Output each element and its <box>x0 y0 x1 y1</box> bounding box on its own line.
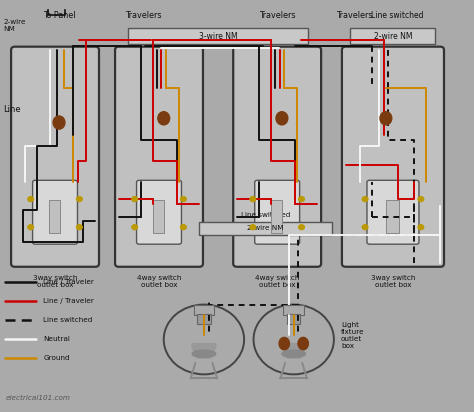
FancyBboxPatch shape <box>367 180 419 244</box>
Circle shape <box>299 225 304 229</box>
Bar <box>197 314 210 324</box>
Circle shape <box>181 225 186 229</box>
Text: Light
fixture
outlet
box: Light fixture outlet box <box>341 322 365 349</box>
Text: 2-wire NM: 2-wire NM <box>374 31 412 40</box>
Circle shape <box>76 197 82 201</box>
Text: Line switched: Line switched <box>241 212 290 218</box>
Ellipse shape <box>158 112 170 125</box>
Text: To Panel: To Panel <box>43 11 75 20</box>
Ellipse shape <box>192 350 216 358</box>
Bar <box>350 28 436 44</box>
Bar <box>386 200 399 233</box>
Circle shape <box>250 225 255 229</box>
Circle shape <box>362 197 368 201</box>
Circle shape <box>254 304 334 375</box>
Ellipse shape <box>380 112 392 125</box>
Circle shape <box>28 225 34 229</box>
Polygon shape <box>192 344 216 358</box>
Text: 2-wire NM: 2-wire NM <box>247 225 283 231</box>
Text: Line: Line <box>3 105 21 114</box>
Bar <box>199 222 331 235</box>
Bar <box>287 314 301 324</box>
FancyBboxPatch shape <box>137 180 182 244</box>
Text: Line switched: Line switched <box>43 317 92 323</box>
Circle shape <box>164 304 244 375</box>
Circle shape <box>132 197 137 201</box>
Text: Neutral: Neutral <box>43 336 70 342</box>
Circle shape <box>418 197 424 201</box>
Bar <box>283 304 304 315</box>
Ellipse shape <box>298 337 309 350</box>
Circle shape <box>250 197 255 201</box>
Ellipse shape <box>53 116 65 129</box>
Circle shape <box>132 225 137 229</box>
Text: 4way switch
outlet box: 4way switch outlet box <box>137 275 181 288</box>
Bar <box>128 28 308 44</box>
Circle shape <box>28 197 34 201</box>
Ellipse shape <box>279 337 290 350</box>
Bar <box>153 200 164 233</box>
FancyBboxPatch shape <box>33 180 77 244</box>
Text: 2-wire
NM: 2-wire NM <box>3 19 26 32</box>
Bar <box>271 200 283 233</box>
Text: 3way switch
outlet box: 3way switch outlet box <box>33 275 77 288</box>
Circle shape <box>299 197 304 201</box>
Circle shape <box>76 225 82 229</box>
FancyBboxPatch shape <box>11 47 99 267</box>
Text: 3way switch
outlet box: 3way switch outlet box <box>371 275 415 288</box>
FancyBboxPatch shape <box>233 47 321 267</box>
Bar <box>193 304 214 315</box>
Text: Line / Traveler: Line / Traveler <box>43 298 94 304</box>
Text: Travelers: Travelers <box>259 11 295 20</box>
Circle shape <box>418 225 424 229</box>
Text: Line switched: Line switched <box>372 11 424 20</box>
Text: 3-wire NM: 3-wire NM <box>199 31 237 40</box>
Bar <box>49 200 60 233</box>
Text: Line / Traveler: Line / Traveler <box>43 279 94 285</box>
Text: Ground: Ground <box>43 354 70 360</box>
FancyBboxPatch shape <box>115 47 203 267</box>
Text: electrical101.com: electrical101.com <box>5 395 71 401</box>
Text: Travelers: Travelers <box>336 11 373 20</box>
Ellipse shape <box>282 350 306 358</box>
Circle shape <box>181 197 186 201</box>
Circle shape <box>362 225 368 229</box>
Ellipse shape <box>276 112 288 125</box>
FancyBboxPatch shape <box>342 47 444 267</box>
Text: Travelers: Travelers <box>125 11 161 20</box>
Text: 4way switch
outlet box: 4way switch outlet box <box>255 275 300 288</box>
Polygon shape <box>282 344 306 358</box>
FancyBboxPatch shape <box>255 180 300 244</box>
